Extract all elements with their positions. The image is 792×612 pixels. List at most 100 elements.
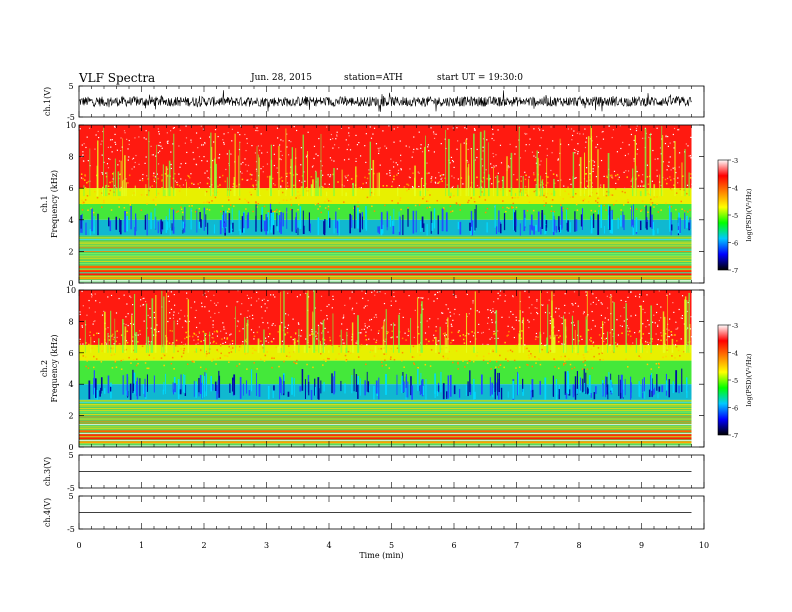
ytick-label: 5 <box>68 451 73 460</box>
spectrogram-line <box>79 434 692 437</box>
spectrogram-line <box>79 436 692 438</box>
ch1-spectrogram-image <box>79 125 692 283</box>
xtick-label: 6 <box>451 541 456 550</box>
spectrogram-line <box>79 279 692 281</box>
colorbar-tick-label: -5 <box>732 377 738 385</box>
ch2-spectrogram-ylabel: Frequency (kHz) <box>50 334 59 402</box>
colorbar-tick-label: -4 <box>732 350 738 358</box>
spectrogram-line <box>79 251 692 253</box>
colorbar-tick-label: -3 <box>732 322 738 330</box>
xtick-label: 2 <box>201 541 206 550</box>
spectrogram-line <box>79 243 692 245</box>
spectrogram-line <box>79 418 692 420</box>
spectrogram-line <box>79 420 692 422</box>
xtick-label: 5 <box>389 541 394 550</box>
spectrogram-line <box>79 237 692 239</box>
ytick-label: 8 <box>68 317 73 326</box>
spectrogram-band <box>79 125 692 189</box>
spectrogram-line <box>79 409 692 411</box>
ytick-label: 4 <box>68 380 73 389</box>
xtick-label: 4 <box>326 541 331 550</box>
spectrogram-line <box>79 270 692 273</box>
xaxis-label: Time (min) <box>359 551 403 560</box>
spectrogram-line <box>79 247 692 249</box>
spectrogram-line <box>79 258 692 260</box>
spectrogram-line <box>79 256 692 258</box>
spectrogram-line <box>79 401 692 403</box>
spectrogram-line <box>79 443 692 445</box>
xtick-label: 8 <box>576 541 581 550</box>
spectrogram-line <box>79 445 692 447</box>
ytick-label: 5 <box>68 492 73 501</box>
ch1-spectrogram-colorbar-label: log(PSD)(V²/Hz) <box>745 188 753 241</box>
spectrogram-line <box>79 416 692 418</box>
spectrogram-line <box>79 272 692 274</box>
xtick-label: 9 <box>639 541 644 550</box>
ytick-label: -5 <box>67 525 75 534</box>
xtick-label: 3 <box>264 541 269 550</box>
spectrogram-line <box>79 407 692 409</box>
spectrogram-line <box>79 440 692 442</box>
ch3-waveform-ylabel: ch.3(V) <box>43 457 52 486</box>
spectrogram-line <box>79 245 692 247</box>
colorbar-tick-label: -3 <box>732 157 738 165</box>
ytick-label: -5 <box>67 113 75 122</box>
ytick-label: 0 <box>68 443 73 452</box>
ytick-label: 6 <box>68 349 73 358</box>
spectrogram-line <box>79 241 692 243</box>
colorbar-tick-label: -7 <box>732 267 738 275</box>
spectrogram-band <box>79 344 692 361</box>
spectrogram-line <box>79 437 692 440</box>
spectrogram-line <box>79 266 692 269</box>
ch2-spectrogram-colorbar-label: log(PSD)(V²/Hz) <box>745 353 753 406</box>
spectrogram-line <box>79 404 692 405</box>
spectrogram-line <box>79 441 692 444</box>
ch2-spectrogram-image <box>79 290 692 447</box>
spectrogram-line <box>79 281 692 283</box>
ytick-label: 8 <box>68 153 73 162</box>
spectrogram-band <box>79 290 692 345</box>
spectrogram-line <box>79 405 692 407</box>
ch2-spectrogram-channel-label: ch.2 <box>40 360 49 377</box>
spectrogram-line <box>79 265 692 267</box>
spectrogram-line <box>79 275 692 277</box>
ytick-label: 2 <box>68 247 73 256</box>
figure-title: VLF Spectra <box>79 71 156 85</box>
ytick-label: 5 <box>68 82 73 91</box>
spectrogram-line <box>79 269 692 271</box>
ytick-label: 2 <box>68 412 73 421</box>
xtick-label: 7 <box>514 541 519 550</box>
spectrogram-line <box>79 433 692 435</box>
ytick-label: -5 <box>67 484 75 493</box>
spectrogram-line <box>79 260 692 262</box>
ch1-spectrogram-channel-label: ch.1 <box>40 195 49 212</box>
spectrogram-line <box>79 263 692 265</box>
spectrogram-line <box>79 411 692 413</box>
spectrogram-band <box>79 188 692 204</box>
spectrogram-line <box>79 426 692 428</box>
spectrogram-line <box>79 239 692 241</box>
spectrogram-line <box>79 400 692 402</box>
xtick-label: 0 <box>76 541 81 550</box>
colorbar-tick-label: -7 <box>732 432 738 440</box>
spectrogram-line <box>79 414 692 416</box>
xtick-label: 10 <box>699 541 709 550</box>
station-label: station=ATH <box>344 73 403 83</box>
colorbar-tick-label: -5 <box>732 212 738 220</box>
ch1-waveform-ylabel: ch.1(V) <box>43 87 52 116</box>
xtick-label: 1 <box>139 541 144 550</box>
spectrogram-line <box>79 253 692 255</box>
spectrogram-line <box>79 254 692 256</box>
ytick-label: 4 <box>68 216 73 225</box>
spectrogram-line <box>79 430 692 433</box>
start-time-label: start UT = 19:30:0 <box>437 73 523 83</box>
ch1-spectrogram-ylabel: Frequency (kHz) <box>50 170 59 238</box>
colorbar-tick-label: -6 <box>732 405 738 413</box>
ytick-label: 6 <box>68 184 73 193</box>
ch2-spectrogram-colorbar <box>717 324 729 436</box>
ch4-waveform-ylabel: ch.4(V) <box>43 498 52 527</box>
ch1-waveform-trace <box>78 90 692 112</box>
date-label: Jun. 28, 2015 <box>251 73 313 83</box>
